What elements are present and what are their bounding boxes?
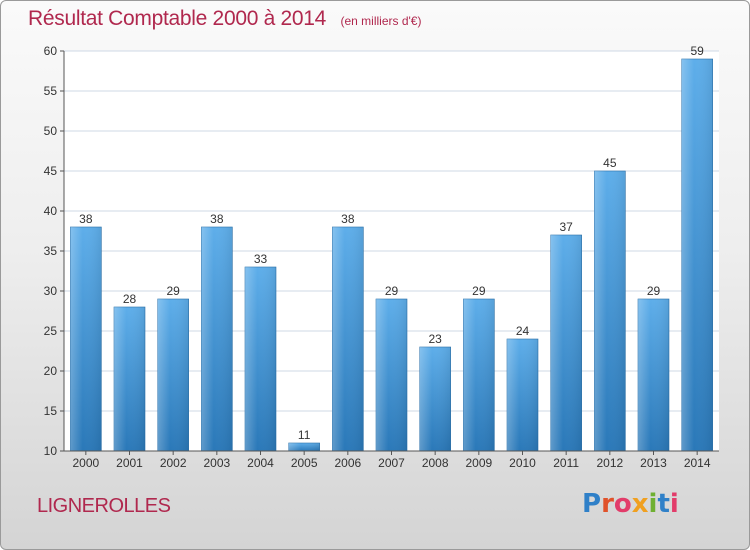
x-tick-label: 2014 <box>684 456 711 470</box>
bar-highlight <box>114 307 145 451</box>
logo-letter: r <box>601 489 614 519</box>
bar-value-label: 28 <box>123 292 137 306</box>
x-tick-label: 2010 <box>509 456 536 470</box>
x-tick-label: 2008 <box>422 456 449 470</box>
bar-highlight <box>463 299 495 451</box>
bar-highlight <box>550 235 582 451</box>
y-tick-label: 15 <box>44 404 58 418</box>
proxiti-logo: Proxiti <box>582 489 679 519</box>
x-tick-label: 2012 <box>596 456 623 470</box>
x-tick-label: 2009 <box>465 456 492 470</box>
bar-value-label: 38 <box>341 212 355 226</box>
bar-value-label: 11 <box>298 428 311 442</box>
y-tick-label: 45 <box>44 164 58 178</box>
x-tick-label: 2005 <box>291 456 318 470</box>
bar-value-label: 29 <box>472 284 486 298</box>
bar-highlight <box>245 267 276 451</box>
y-tick-label: 25 <box>44 324 58 338</box>
logo-letter: P <box>582 489 602 519</box>
bar-value-label: 29 <box>385 284 399 298</box>
bar-value-label: 38 <box>79 212 93 226</box>
logo-letter: t <box>657 489 670 519</box>
y-tick-label: 40 <box>44 204 58 218</box>
bar-value-label: 23 <box>428 332 442 346</box>
chart-header: Résultat Comptable 2000 à 2014 (en milli… <box>28 7 421 31</box>
y-tick-label: 30 <box>44 284 58 298</box>
x-tick-label: 2002 <box>160 456 187 470</box>
x-tick-label: 2001 <box>116 456 143 470</box>
bar-value-label: 59 <box>690 44 704 58</box>
y-tick-label: 60 <box>44 44 58 58</box>
bar-highlight <box>376 299 407 451</box>
y-tick-label: 55 <box>44 84 58 98</box>
bar-highlight <box>419 347 451 451</box>
bar-highlight <box>594 171 626 451</box>
bar-highlight <box>681 59 713 451</box>
x-tick-label: 2000 <box>72 456 99 470</box>
logo-letter: o <box>613 489 632 519</box>
bar-highlight <box>157 299 189 451</box>
x-tick-label: 2007 <box>378 456 405 470</box>
bar-highlight <box>638 299 669 451</box>
x-tick-label: 2013 <box>640 456 667 470</box>
bar-highlight <box>332 227 364 451</box>
bar-highlight <box>507 339 538 451</box>
bar-value-label: 45 <box>603 156 617 170</box>
chart-unit-note: (en milliers d'€) <box>340 14 422 28</box>
x-tick-label: 2011 <box>553 456 579 470</box>
y-tick-label: 20 <box>44 364 58 378</box>
bar-highlight <box>70 227 102 451</box>
bar-value-label: 29 <box>166 284 180 298</box>
logo-letter: x <box>631 489 649 519</box>
logo-letter: i <box>648 489 658 519</box>
y-tick-label: 10 <box>44 444 58 458</box>
y-tick-label: 35 <box>44 244 58 258</box>
x-tick-label: 2004 <box>247 456 274 470</box>
bar-value-label: 37 <box>559 220 573 234</box>
bar-highlight <box>288 443 320 451</box>
bar-value-label: 24 <box>516 324 530 338</box>
y-tick-label: 50 <box>44 124 58 138</box>
bar-value-label: 38 <box>210 212 224 226</box>
bar-value-label: 33 <box>254 252 268 266</box>
commune-name: LIGNEROLLES <box>37 495 171 517</box>
logo-letter: i <box>669 489 679 519</box>
chart-title: Résultat Comptable 2000 à 2014 <box>28 7 327 30</box>
bar-highlight <box>201 227 233 451</box>
x-tick-label: 2006 <box>334 456 361 470</box>
x-tick-label: 2003 <box>203 456 230 470</box>
bar-value-label: 29 <box>647 284 661 298</box>
